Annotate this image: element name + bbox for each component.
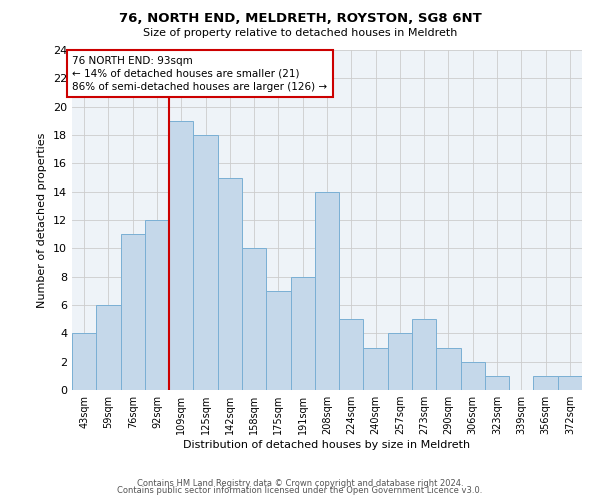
Bar <box>485 376 509 390</box>
Bar <box>558 376 582 390</box>
Bar <box>364 348 388 390</box>
Text: Size of property relative to detached houses in Meldreth: Size of property relative to detached ho… <box>143 28 457 38</box>
Bar <box>266 291 290 390</box>
Bar <box>461 362 485 390</box>
Bar <box>339 319 364 390</box>
Bar <box>242 248 266 390</box>
Bar <box>218 178 242 390</box>
Bar <box>72 334 96 390</box>
Bar <box>436 348 461 390</box>
Text: Contains public sector information licensed under the Open Government Licence v3: Contains public sector information licen… <box>118 486 482 495</box>
Bar <box>193 135 218 390</box>
Text: 76 NORTH END: 93sqm
← 14% of detached houses are smaller (21)
86% of semi-detach: 76 NORTH END: 93sqm ← 14% of detached ho… <box>73 56 328 92</box>
Bar <box>145 220 169 390</box>
Bar <box>388 334 412 390</box>
Bar <box>96 305 121 390</box>
Bar <box>169 121 193 390</box>
Y-axis label: Number of detached properties: Number of detached properties <box>37 132 47 308</box>
Text: Contains HM Land Registry data © Crown copyright and database right 2024.: Contains HM Land Registry data © Crown c… <box>137 478 463 488</box>
Bar <box>290 276 315 390</box>
Bar <box>315 192 339 390</box>
X-axis label: Distribution of detached houses by size in Meldreth: Distribution of detached houses by size … <box>184 440 470 450</box>
Bar <box>121 234 145 390</box>
Bar <box>412 319 436 390</box>
Text: 76, NORTH END, MELDRETH, ROYSTON, SG8 6NT: 76, NORTH END, MELDRETH, ROYSTON, SG8 6N… <box>119 12 481 26</box>
Bar <box>533 376 558 390</box>
